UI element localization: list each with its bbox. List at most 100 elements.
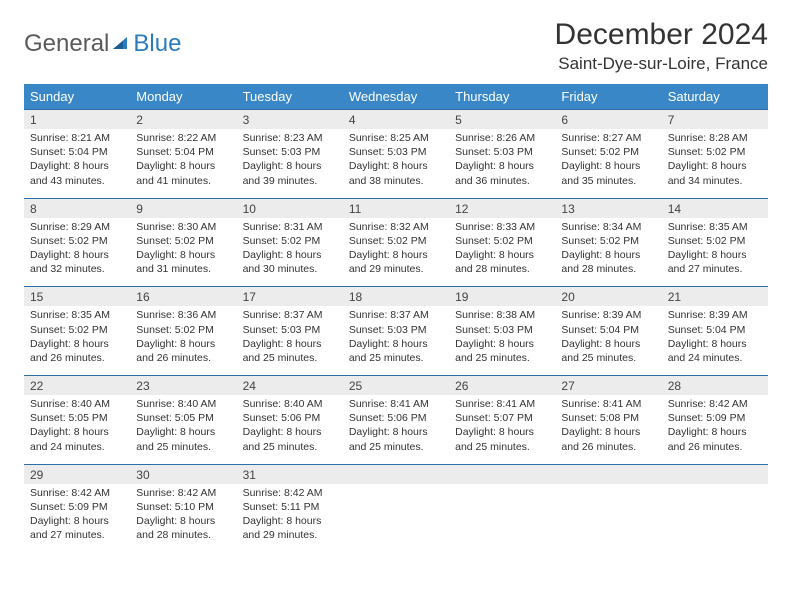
day-number-row: 891011121314 xyxy=(24,198,768,218)
day-number-cell: 2 xyxy=(130,110,236,130)
daylight-text: and 35 minutes. xyxy=(561,174,655,188)
sunrise-text: Sunrise: 8:39 AM xyxy=(668,308,762,322)
daylight-text: and 36 minutes. xyxy=(455,174,549,188)
day-number: 23 xyxy=(136,379,149,393)
calendar-table: Sunday Monday Tuesday Wednesday Thursday… xyxy=(24,84,768,552)
daylight-text: Daylight: 8 hours xyxy=(668,159,762,173)
daylight-text: and 32 minutes. xyxy=(30,262,124,276)
day-detail-cell: Sunrise: 8:21 AMSunset: 5:04 PMDaylight:… xyxy=(24,129,130,198)
logo-text-general: General xyxy=(24,30,109,58)
logo-text-blue: Blue xyxy=(133,30,181,58)
sunrise-text: Sunrise: 8:34 AM xyxy=(561,220,655,234)
month-title: December 2024 xyxy=(555,18,768,52)
day-number-row: 1234567 xyxy=(24,110,768,130)
day-number-cell: 4 xyxy=(343,110,449,130)
sunrise-text: Sunrise: 8:40 AM xyxy=(136,397,230,411)
sunrise-text: Sunrise: 8:42 AM xyxy=(668,397,762,411)
day-number-cell: 11 xyxy=(343,198,449,218)
daylight-text: and 28 minutes. xyxy=(455,262,549,276)
day-detail-cell: Sunrise: 8:40 AMSunset: 5:05 PMDaylight:… xyxy=(24,395,130,464)
day-detail-cell: Sunrise: 8:38 AMSunset: 5:03 PMDaylight:… xyxy=(449,306,555,375)
daylight-text: Daylight: 8 hours xyxy=(455,425,549,439)
day-number-cell: 18 xyxy=(343,287,449,307)
sunset-text: Sunset: 5:02 PM xyxy=(668,145,762,159)
day-number-row: 15161718192021 xyxy=(24,287,768,307)
day-number-cell: 28 xyxy=(662,376,768,396)
day-detail-cell: Sunrise: 8:39 AMSunset: 5:04 PMDaylight:… xyxy=(555,306,661,375)
daylight-text: Daylight: 8 hours xyxy=(668,248,762,262)
day-number-cell: 29 xyxy=(24,464,130,484)
day-detail-cell: Sunrise: 8:28 AMSunset: 5:02 PMDaylight:… xyxy=(662,129,768,198)
daylight-text: Daylight: 8 hours xyxy=(561,337,655,351)
daylight-text: Daylight: 8 hours xyxy=(136,337,230,351)
day-number: 2 xyxy=(136,113,143,127)
sunrise-text: Sunrise: 8:22 AM xyxy=(136,131,230,145)
day-number: 12 xyxy=(455,202,468,216)
sunset-text: Sunset: 5:03 PM xyxy=(349,145,443,159)
daylight-text: Daylight: 8 hours xyxy=(561,248,655,262)
daylight-text: and 26 minutes. xyxy=(561,440,655,454)
day-detail-row: Sunrise: 8:29 AMSunset: 5:02 PMDaylight:… xyxy=(24,218,768,287)
day-number-cell: 17 xyxy=(237,287,343,307)
day-detail-cell: Sunrise: 8:25 AMSunset: 5:03 PMDaylight:… xyxy=(343,129,449,198)
day-detail-cell: Sunrise: 8:42 AMSunset: 5:11 PMDaylight:… xyxy=(237,484,343,553)
dow-monday: Monday xyxy=(130,84,236,110)
sunrise-text: Sunrise: 8:30 AM xyxy=(136,220,230,234)
day-detail-cell: Sunrise: 8:40 AMSunset: 5:05 PMDaylight:… xyxy=(130,395,236,464)
day-detail-cell xyxy=(555,484,661,553)
day-number-cell: 25 xyxy=(343,376,449,396)
daylight-text: Daylight: 8 hours xyxy=(243,514,337,528)
day-number-cell: 12 xyxy=(449,198,555,218)
daylight-text: Daylight: 8 hours xyxy=(349,159,443,173)
daylight-text: and 26 minutes. xyxy=(136,351,230,365)
sunset-text: Sunset: 5:11 PM xyxy=(243,500,337,514)
day-detail-cell: Sunrise: 8:42 AMSunset: 5:09 PMDaylight:… xyxy=(662,395,768,464)
day-detail-cell: Sunrise: 8:32 AMSunset: 5:02 PMDaylight:… xyxy=(343,218,449,287)
day-detail-cell: Sunrise: 8:22 AMSunset: 5:04 PMDaylight:… xyxy=(130,129,236,198)
daylight-text: and 25 minutes. xyxy=(243,351,337,365)
day-number-cell: 14 xyxy=(662,198,768,218)
sunrise-text: Sunrise: 8:33 AM xyxy=(455,220,549,234)
day-number-cell: 22 xyxy=(24,376,130,396)
day-detail-cell: Sunrise: 8:31 AMSunset: 5:02 PMDaylight:… xyxy=(237,218,343,287)
daylight-text: and 27 minutes. xyxy=(668,262,762,276)
daylight-text: Daylight: 8 hours xyxy=(349,337,443,351)
day-detail-row: Sunrise: 8:21 AMSunset: 5:04 PMDaylight:… xyxy=(24,129,768,198)
sunset-text: Sunset: 5:05 PM xyxy=(136,411,230,425)
day-number-cell: 20 xyxy=(555,287,661,307)
day-number-cell xyxy=(555,464,661,484)
day-number-cell: 30 xyxy=(130,464,236,484)
sunset-text: Sunset: 5:02 PM xyxy=(349,234,443,248)
sunset-text: Sunset: 5:02 PM xyxy=(561,234,655,248)
sunrise-text: Sunrise: 8:42 AM xyxy=(243,486,337,500)
day-number-row: 293031 xyxy=(24,464,768,484)
sunrise-text: Sunrise: 8:26 AM xyxy=(455,131,549,145)
day-number-cell: 9 xyxy=(130,198,236,218)
daylight-text: and 38 minutes. xyxy=(349,174,443,188)
day-number-cell xyxy=(449,464,555,484)
day-detail-cell: Sunrise: 8:41 AMSunset: 5:08 PMDaylight:… xyxy=(555,395,661,464)
day-number: 30 xyxy=(136,468,149,482)
day-number-cell: 19 xyxy=(449,287,555,307)
day-detail-cell xyxy=(343,484,449,553)
daylight-text: Daylight: 8 hours xyxy=(455,337,549,351)
day-number-cell xyxy=(662,464,768,484)
day-number-cell: 21 xyxy=(662,287,768,307)
day-detail-cell: Sunrise: 8:42 AMSunset: 5:10 PMDaylight:… xyxy=(130,484,236,553)
sunset-text: Sunset: 5:09 PM xyxy=(668,411,762,425)
calendar-body: 1234567Sunrise: 8:21 AMSunset: 5:04 PMDa… xyxy=(24,110,768,553)
daylight-text: Daylight: 8 hours xyxy=(668,425,762,439)
day-number-cell: 5 xyxy=(449,110,555,130)
daylight-text: and 28 minutes. xyxy=(136,528,230,542)
day-number: 28 xyxy=(668,379,681,393)
day-detail-cell: Sunrise: 8:39 AMSunset: 5:04 PMDaylight:… xyxy=(662,306,768,375)
sunrise-text: Sunrise: 8:29 AM xyxy=(30,220,124,234)
header: General Blue December 2024 Saint-Dye-sur… xyxy=(24,18,768,74)
day-detail-cell xyxy=(662,484,768,553)
day-number-cell: 1 xyxy=(24,110,130,130)
daylight-text: and 34 minutes. xyxy=(668,174,762,188)
sunset-text: Sunset: 5:03 PM xyxy=(455,323,549,337)
day-detail-cell: Sunrise: 8:23 AMSunset: 5:03 PMDaylight:… xyxy=(237,129,343,198)
daylight-text: Daylight: 8 hours xyxy=(668,337,762,351)
sunset-text: Sunset: 5:06 PM xyxy=(243,411,337,425)
